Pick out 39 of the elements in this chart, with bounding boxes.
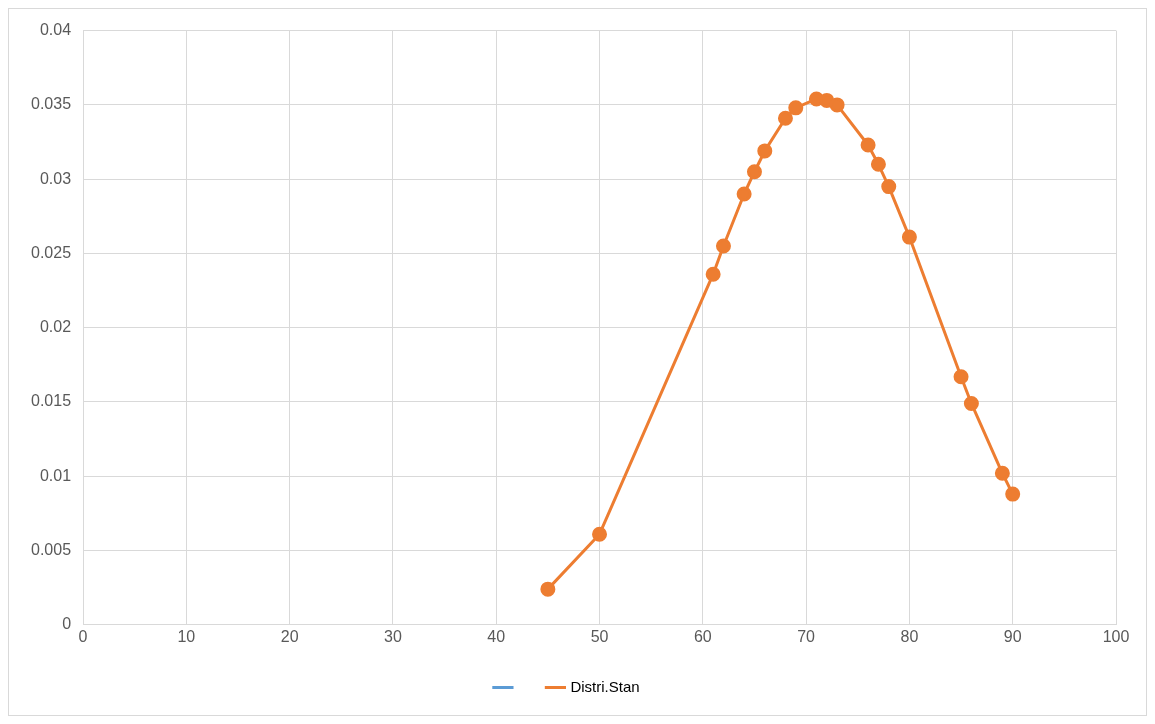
x-tick-label: 70	[797, 627, 816, 645]
y-tick-label: 0.03	[39, 169, 72, 187]
point	[540, 581, 556, 597]
point	[1005, 486, 1021, 502]
y-tick-label: 0	[62, 615, 72, 633]
point	[746, 164, 762, 180]
y-tick-label: 0.04	[39, 21, 72, 39]
y-tick-label: 0.025	[30, 243, 72, 261]
x-tick-label: 60	[693, 627, 712, 645]
x-tick-label: 90	[1003, 627, 1022, 645]
point	[592, 526, 608, 542]
y-tick-label: 0.035	[30, 95, 72, 113]
point	[736, 186, 752, 202]
point	[715, 238, 731, 254]
x-tick-label: 80	[900, 627, 919, 645]
x-tick-label: 10	[177, 627, 196, 645]
point	[777, 110, 793, 126]
point	[829, 97, 845, 113]
y-tick-label: 0.01	[39, 466, 72, 484]
point	[870, 156, 886, 172]
point	[788, 100, 804, 116]
x-tick-label: 100	[1102, 627, 1130, 645]
point	[881, 179, 897, 195]
point	[757, 143, 773, 159]
point	[705, 266, 721, 282]
y-tick-label: 0.02	[39, 318, 72, 336]
y-tick-label: 0.005	[30, 540, 72, 558]
point	[860, 137, 876, 153]
point	[963, 395, 979, 411]
x-tick-label: 0	[78, 627, 88, 645]
x-tick-label: 50	[590, 627, 609, 645]
point	[953, 369, 969, 385]
point	[901, 229, 917, 245]
legend-label: Distri.Stan	[570, 677, 640, 695]
point	[994, 465, 1010, 481]
x-tick-label: 30	[384, 627, 402, 645]
x-tick-label: 20	[280, 627, 299, 645]
x-tick-label: 40	[487, 627, 506, 645]
y-tick-label: 0.015	[30, 392, 72, 410]
